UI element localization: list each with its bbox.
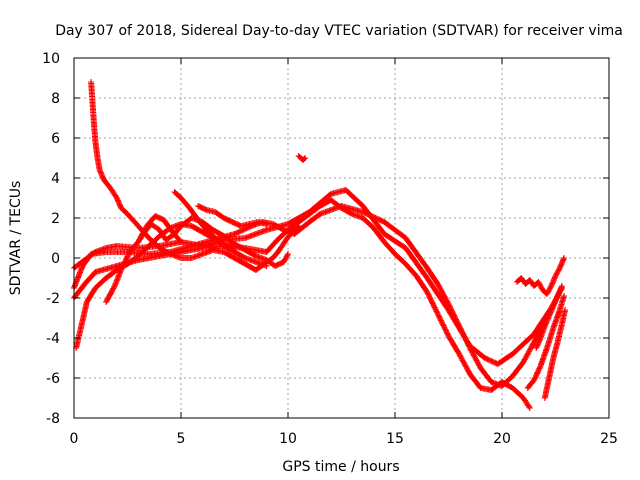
y-axis-label: SDTVAR / TECUs — [8, 181, 24, 296]
grid-lines — [74, 58, 609, 418]
series-satellite-12 — [524, 293, 568, 391]
y-tick-label: 10 — [42, 51, 60, 67]
y-tick-label: 8 — [51, 91, 60, 107]
data-point-markers — [88, 79, 302, 273]
y-tick-label: -8 — [46, 411, 60, 427]
series-satellite-9 — [195, 203, 270, 229]
series-satellite-11 — [514, 255, 568, 297]
series-satellite-10 — [295, 153, 309, 163]
y-tick-label: 4 — [51, 171, 60, 187]
data-point-markers — [135, 213, 184, 245]
x-tick-label: 15 — [386, 431, 404, 447]
y-tick-label: -4 — [46, 331, 60, 347]
series-satellite-13 — [541, 307, 569, 401]
x-tick-label: 5 — [177, 431, 186, 447]
series-satellite-8 — [171, 189, 238, 251]
y-tick-label: -6 — [46, 371, 60, 387]
data-points — [71, 79, 569, 411]
y-tick-label: 2 — [51, 211, 60, 227]
series-satellite-4 — [73, 221, 270, 351]
x-axis-label: GPS time / hours — [282, 459, 399, 475]
data-point-markers — [73, 221, 270, 351]
series-satellite-7 — [135, 213, 184, 245]
series-satellite-14 — [533, 283, 565, 351]
data-point-markers — [295, 153, 309, 163]
plot-frame — [73, 57, 610, 419]
data-point-markers — [171, 189, 238, 251]
data-point-markers — [533, 283, 565, 351]
y-tick-label: 0 — [51, 251, 60, 267]
x-tick-label: 10 — [279, 431, 297, 447]
x-tick-label: 25 — [600, 431, 618, 447]
data-point-markers — [541, 307, 569, 401]
y-tick-label: 6 — [51, 131, 60, 147]
series-satellite-5 — [88, 79, 302, 273]
y-tick-label: -2 — [46, 291, 60, 307]
data-point-markers — [524, 293, 568, 391]
chart-title: Day 307 of 2018, Sidereal Day-to-day VTE… — [55, 23, 623, 39]
x-tick-label: 20 — [493, 431, 511, 447]
data-point-markers — [514, 255, 568, 297]
axis-ticks: 0 5 10 15 20 25 -8 -6 -4 -2 0 2 4 6 8 10 — [42, 51, 618, 447]
data-point-markers — [195, 203, 270, 229]
x-tick-label: 0 — [70, 431, 79, 447]
